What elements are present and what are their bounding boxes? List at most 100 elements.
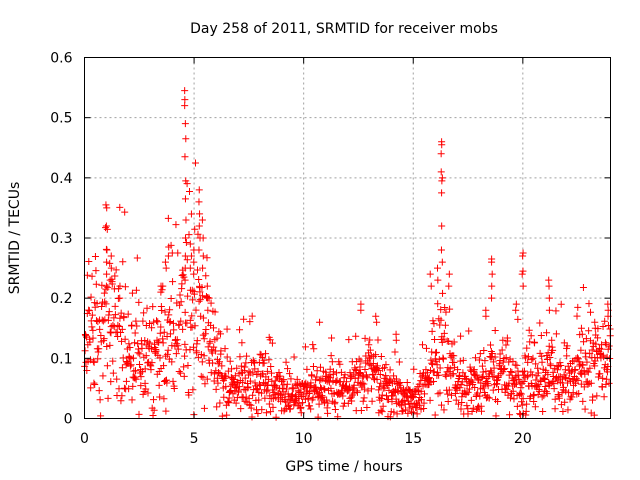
data-point — [456, 384, 464, 392]
data-point — [343, 378, 351, 386]
data-point — [178, 280, 186, 288]
data-point — [243, 352, 251, 360]
data-point — [528, 371, 536, 379]
data-point — [111, 272, 119, 280]
data-point — [203, 254, 211, 262]
data-point — [181, 195, 189, 203]
data-point — [482, 367, 490, 375]
data-point — [360, 380, 368, 388]
data-point — [159, 335, 167, 343]
data-point — [183, 256, 191, 264]
data-point — [113, 375, 121, 383]
data-point — [362, 372, 370, 380]
data-point — [241, 374, 249, 382]
data-point — [437, 306, 445, 314]
data-point — [144, 389, 152, 397]
data-point — [86, 356, 94, 364]
data-point — [307, 405, 315, 413]
data-point — [503, 385, 511, 393]
data-point — [200, 335, 208, 343]
data-point — [255, 359, 263, 367]
data-point — [373, 375, 381, 383]
data-point — [388, 398, 396, 406]
data-point — [489, 358, 497, 366]
data-point — [524, 353, 532, 361]
data-point — [592, 340, 600, 348]
data-point — [309, 394, 317, 402]
data-point — [99, 372, 107, 380]
data-point — [584, 380, 592, 388]
data-point — [601, 317, 609, 325]
data-point — [386, 366, 394, 374]
y-tick-label: 0.3 — [50, 231, 72, 247]
data-point — [529, 392, 537, 400]
data-point — [575, 390, 583, 398]
data-point — [86, 338, 94, 346]
data-point — [298, 393, 306, 401]
x-tick-label: 20 — [514, 431, 532, 447]
data-point — [222, 372, 230, 380]
data-point — [341, 371, 349, 379]
data-point — [359, 397, 367, 405]
data-point — [103, 342, 111, 350]
data-point — [130, 367, 138, 375]
data-point — [191, 322, 199, 330]
data-point — [336, 378, 344, 386]
data-point — [309, 362, 317, 370]
data-point — [89, 357, 97, 365]
data-point — [248, 312, 256, 320]
data-point — [218, 362, 226, 370]
data-point — [193, 337, 201, 345]
data-point — [392, 330, 400, 338]
data-point — [190, 258, 198, 266]
data-point — [181, 340, 189, 348]
data-point — [195, 246, 203, 254]
data-point — [494, 374, 502, 382]
data-point — [187, 210, 195, 218]
data-point — [551, 395, 559, 403]
data-point — [438, 258, 446, 266]
data-point — [461, 372, 469, 380]
data-point — [435, 371, 443, 379]
data-point — [466, 379, 474, 387]
data-point — [496, 357, 504, 365]
data-point — [422, 366, 430, 374]
data-point — [273, 383, 281, 391]
data-point — [246, 318, 254, 326]
data-point — [476, 392, 484, 400]
data-point — [442, 308, 450, 316]
data-point — [186, 264, 194, 272]
data-point — [421, 390, 429, 398]
data-point — [438, 174, 446, 182]
data-point — [267, 408, 275, 416]
data-point — [510, 395, 518, 403]
data-point — [90, 358, 98, 366]
data-point — [370, 374, 378, 382]
data-point — [137, 382, 145, 390]
data-point — [132, 375, 140, 383]
data-point — [185, 187, 193, 195]
data-point — [352, 332, 360, 340]
data-point — [501, 365, 509, 373]
data-point — [450, 359, 458, 367]
data-point — [519, 267, 527, 275]
data-point — [586, 350, 594, 358]
data-point — [132, 286, 140, 294]
data-point — [542, 366, 550, 374]
data-point — [403, 378, 411, 386]
data-point — [223, 353, 231, 361]
data-point — [195, 222, 203, 230]
data-point — [552, 307, 560, 315]
data-point — [111, 311, 119, 319]
data-point — [415, 401, 423, 409]
data-point — [585, 327, 593, 335]
data-point — [517, 390, 525, 398]
data-point — [340, 374, 348, 382]
data-point — [180, 273, 188, 281]
data-point — [488, 368, 496, 376]
data-point — [509, 357, 517, 365]
data-point — [304, 395, 312, 403]
data-point — [512, 306, 520, 314]
data-point — [329, 368, 337, 376]
data-point — [122, 377, 130, 385]
